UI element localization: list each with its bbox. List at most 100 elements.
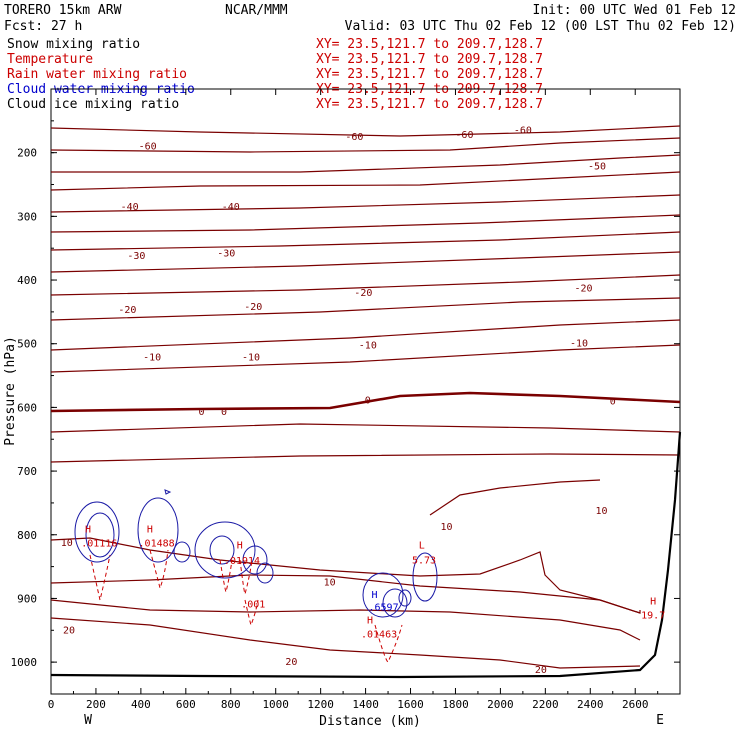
isotherm-label: 20 (63, 625, 75, 636)
y-tick-label: 400 (17, 274, 37, 287)
cloud-water-contour (256, 562, 274, 584)
legend-xy: XY= 23.5,121.7 to 209.7,128.7 (316, 97, 543, 112)
isotherm-label: 0 (199, 407, 205, 418)
x-tick-label: 400 (131, 698, 151, 711)
x-tick-label: 1000 (262, 698, 289, 711)
x-axis-title: Distance (km) (319, 714, 421, 729)
isotherm-line (50, 453, 681, 463)
cloud-water-contours (74, 489, 438, 618)
isotherm-line (50, 344, 681, 373)
x-tick-label: 600 (176, 698, 196, 711)
isotherm-label: -20 (244, 302, 262, 313)
isotherm-label: -10 (570, 339, 588, 350)
isotherm-label: -10 (359, 341, 377, 352)
extrema-marker: .6597 (369, 603, 399, 614)
isotherm-label: -60 (345, 132, 363, 143)
isotherm-line-10c (429, 479, 601, 516)
extrema-marker: H (372, 590, 378, 601)
isotherm-label: 10 (61, 538, 73, 549)
legend-label: Rain water mixing ratio (7, 67, 187, 82)
plot-frame (50, 88, 681, 695)
legend-xy: XY= 23.5,121.7 to 209.7,128.7 (316, 37, 543, 52)
isotherm-line-20 (50, 617, 641, 669)
y-tick-label: 300 (17, 210, 37, 223)
isotherm-line (51, 154, 681, 173)
extrema-marker: H (237, 540, 243, 551)
center-name: NCAR/MMM (225, 3, 288, 18)
legend-label: Cloud ice mixing ratio (7, 97, 179, 112)
isotherm-line (50, 214, 681, 233)
x-tick-label: 1200 (307, 698, 334, 711)
forecast-hour: Fcst: 27 h (4, 19, 82, 34)
model-title: TORERO 15km ARW (4, 3, 122, 18)
isotherm-line (50, 319, 681, 351)
x-tick-label: 2000 (487, 698, 514, 711)
x-tick-label: 200 (86, 698, 106, 711)
terrain-line (50, 431, 682, 679)
x-tick-label: 2600 (622, 698, 649, 711)
isotherm-label: -40 (121, 202, 139, 213)
west-label: W (84, 713, 92, 728)
x-tick-label: 800 (221, 698, 241, 711)
isotherm-label: 10 (440, 522, 452, 533)
extrema-marker: .01116 (81, 538, 117, 549)
extrema-marker: .01463 (361, 629, 397, 640)
isotherm-line (50, 137, 681, 153)
isotherm-line-10b (50, 574, 641, 614)
init-time: Init: 00 UTC Wed 01 Feb 12 (533, 3, 737, 18)
x-tick-label: 1600 (397, 698, 424, 711)
legend-label: Snow mixing ratio (7, 37, 140, 52)
cloud-water-contour (362, 572, 404, 618)
isotherm-label: -60 (139, 141, 157, 152)
east-label: E (656, 713, 664, 728)
rain-water-contour (239, 559, 253, 596)
isotherm-label: -60 (514, 125, 532, 136)
x-tick-label: 2400 (577, 698, 604, 711)
isotherm-line-20b (50, 599, 641, 641)
x-tick-label: 0 (48, 698, 55, 711)
isotherm-label: 20 (285, 657, 297, 668)
extrema-marker: 5.73 (412, 556, 436, 567)
legend: Snow mixing ratio XY= 23.5,121.7 to 209.7… (7, 37, 543, 112)
rain-water-contour (219, 559, 233, 594)
isotherm-line (50, 251, 681, 273)
isotherm-label: -30 (217, 248, 235, 259)
extrema-marker: H (85, 524, 91, 535)
isotherm-line (50, 171, 681, 191)
extrema-marker: .01488 (139, 538, 175, 549)
isotherm-labels: -60 -60 -60 -60 -50 -40 -40 -30 -30 -20 -20 -20 -20 -… (61, 125, 616, 675)
isotherm-label: -20 (118, 305, 136, 316)
freezing-level-line (50, 391, 681, 413)
cloud-water-contour (164, 489, 172, 495)
y-tick-label: 600 (17, 401, 37, 414)
isotherm-line (50, 125, 681, 137)
isotherm-label: -10 (242, 353, 260, 364)
cloud-water-contour (194, 521, 256, 579)
cloud-water-contour (209, 535, 235, 565)
x-tick-label: 2200 (532, 698, 559, 711)
cloud-water-contour (173, 541, 191, 563)
legend-label: Temperature (7, 52, 93, 67)
rain-water-contour (89, 554, 111, 601)
cloud-water-contour (137, 497, 179, 563)
rain-water-contour (149, 549, 169, 590)
cloud-water-contour (74, 501, 120, 563)
isotherm-label: -40 (222, 202, 240, 213)
x-axis: 0 200 400 600 800 1000 1200 1400 1600 1800 2000 220… (48, 89, 659, 711)
isotherm-label: 10 (324, 578, 336, 589)
cloud-water-contour (242, 545, 268, 575)
isotherm-line (50, 194, 681, 213)
isotherm-label: -30 (127, 251, 145, 262)
valid-time: Valid: 03 UTC Thu 02 Feb 12 (00 LST Thu … (345, 19, 736, 34)
y-tick-label: 1000 (11, 656, 38, 669)
isotherm-line (50, 423, 681, 433)
cloud-water-contour (85, 512, 115, 558)
rain-water-contours (89, 549, 403, 663)
isotherm-label: 0 (221, 407, 227, 418)
isotherm-line (50, 297, 681, 321)
extrema-marker: .001 (241, 600, 265, 611)
y-axis-title: Pressure (hPa) (3, 336, 18, 446)
